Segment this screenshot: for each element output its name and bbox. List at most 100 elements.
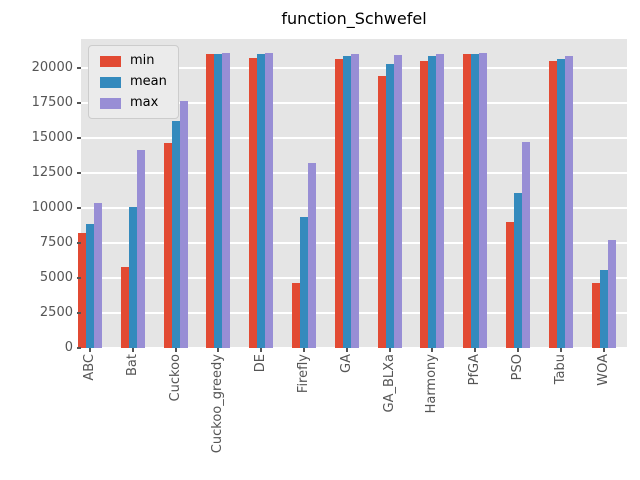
x-tick-mark (131, 348, 134, 352)
legend-entry: min (100, 54, 167, 68)
legend-label: min (130, 53, 155, 68)
min-bar (206, 54, 215, 348)
x-tick-label: PfGA (467, 354, 483, 386)
y-tick-label: 7500 (39, 235, 73, 251)
max-bar (94, 202, 102, 348)
legend-entry: mean (100, 75, 167, 89)
x-tick-label: Bat (124, 354, 140, 376)
bar-group (377, 39, 402, 348)
bar-group (463, 39, 488, 348)
x-tick-mark (517, 348, 519, 352)
x-tick-label: Firefly (296, 354, 311, 394)
x-tick-mark (217, 348, 220, 352)
min-bar (334, 58, 343, 348)
x-tick-label: Cuckoo (167, 354, 183, 402)
max-bar (136, 150, 145, 348)
mean-bar (428, 55, 437, 348)
bar-group (163, 39, 188, 348)
legend-swatch-max (100, 97, 121, 109)
x-tick-mark (388, 348, 391, 352)
y-tick-mark (77, 67, 81, 70)
mean-bar (342, 55, 351, 348)
y-tick-label: 0 (64, 340, 73, 355)
y-tick-mark (77, 207, 81, 210)
x-tick-label: Tabu (552, 354, 568, 385)
y-tick-label: 2500 (39, 305, 73, 321)
bar-group (334, 39, 359, 348)
y-tick-label: 12500 (31, 165, 73, 181)
y-tick-label: 10000 (31, 200, 73, 216)
bar-group (591, 39, 616, 348)
gridline (81, 347, 627, 349)
x-tick-mark (260, 348, 263, 352)
bar-group (506, 39, 530, 348)
x-tick-mark (89, 348, 91, 352)
legend-label: mean (130, 74, 167, 89)
legend-entry: max (100, 96, 167, 110)
x-tick-mark (474, 348, 477, 352)
bar-group (120, 39, 145, 348)
bar-group (206, 39, 231, 348)
mean-bar (128, 206, 137, 348)
min-bar (120, 266, 129, 348)
y-tick-label: 20000 (31, 60, 73, 76)
x-tick-label: WOA (595, 354, 611, 386)
mean-bar (86, 224, 94, 348)
y-tick-label: 5000 (39, 270, 73, 286)
legend: min mean max (88, 45, 179, 119)
min-bar (463, 54, 472, 348)
x-tick-mark (174, 348, 177, 352)
bar-group (78, 39, 102, 348)
y-tick-mark (77, 172, 81, 175)
max-bar (436, 54, 445, 348)
min-bar (249, 57, 258, 348)
x-tick-mark (345, 348, 348, 352)
max-bar (564, 56, 573, 348)
max-bar (393, 55, 402, 348)
bar-group (292, 39, 316, 348)
y-tick-mark (77, 102, 81, 105)
x-tick-label: Cuckoo_greedy (210, 354, 226, 454)
max-bar (479, 52, 488, 348)
x-tick-label: ABC (82, 354, 97, 381)
mean-bar (257, 54, 266, 348)
plot-area: min mean max (78, 39, 627, 349)
max-bar (308, 163, 316, 348)
mean-bar (471, 54, 480, 348)
legend-swatch-mean (100, 76, 121, 88)
mean-bar (214, 54, 223, 348)
x-tick-label: PSO (510, 354, 525, 381)
min-bar (548, 60, 557, 348)
min-bar (591, 282, 600, 348)
chart-title: function_Schwefel (281, 9, 427, 28)
x-tick-label: GA_BLXa (381, 354, 397, 413)
y-tick-label: 15000 (31, 130, 73, 146)
x-tick-mark (303, 348, 305, 352)
mean-bar (514, 192, 522, 348)
max-bar (522, 142, 530, 348)
x-tick-label: Harmony (424, 354, 440, 414)
legend-label: max (130, 95, 159, 110)
y-tick-mark (77, 242, 81, 245)
x-tick-mark (559, 348, 562, 352)
max-bar (350, 54, 359, 348)
max-bar (222, 52, 231, 348)
max-bar (179, 101, 188, 348)
min-bar (377, 76, 386, 348)
mean-bar (556, 58, 565, 348)
y-tick-mark (77, 312, 81, 315)
min-bar (506, 222, 514, 348)
x-tick-label: GA (338, 354, 354, 373)
min-bar (163, 143, 172, 348)
y-tick-mark (77, 347, 81, 349)
x-tick-mark (602, 348, 605, 352)
legend-swatch-min (100, 55, 121, 67)
min-bar (78, 233, 86, 348)
min-bar (420, 61, 429, 348)
x-tick-mark (431, 348, 434, 352)
mean-bar (385, 64, 394, 348)
bar-group (420, 39, 445, 348)
x-tick-label: DE (253, 354, 269, 373)
y-tick-mark (77, 137, 81, 140)
